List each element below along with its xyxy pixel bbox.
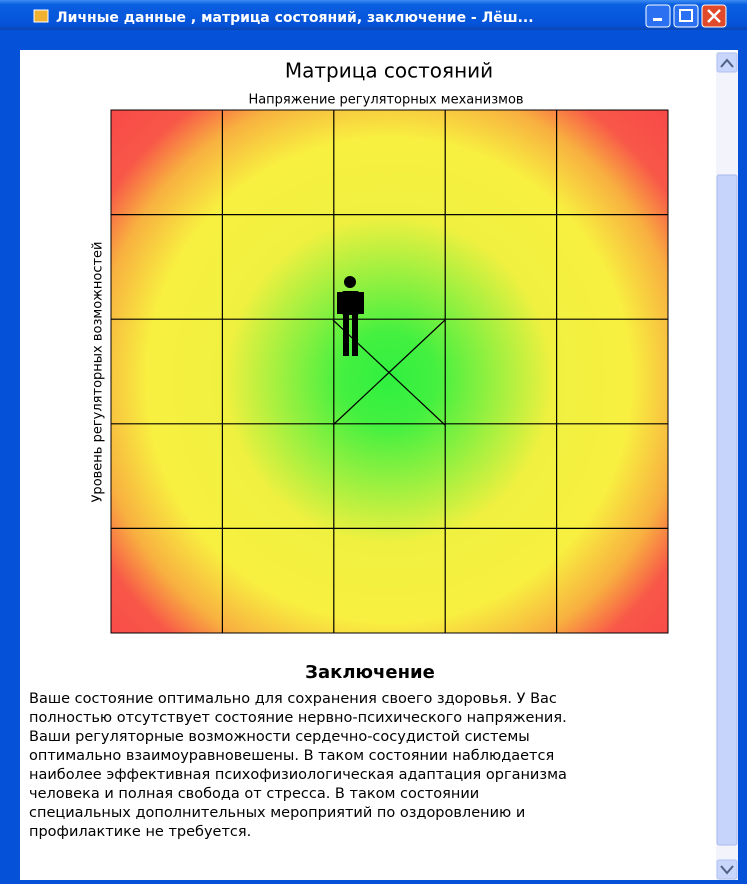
person-icon <box>337 276 364 356</box>
window-title: Личные данные , матрица состояний, заклю… <box>56 10 534 26</box>
scroll-thumb[interactable] <box>716 174 738 846</box>
x-axis-label: Напряжение регуляторных механизмов <box>248 93 523 108</box>
conclusion-line: Ваше состояние оптимально для сохранения… <box>29 691 557 707</box>
conclusion-line: полностью отсутствует состояние нервно-п… <box>29 710 567 726</box>
conclusion-line: профилактике не требуется. <box>29 824 251 840</box>
conclusion-line: наиболее эффективная психофизиологическа… <box>29 767 567 783</box>
scroll-up-icon <box>720 58 734 68</box>
conclusion-text: Ваше состояние оптимально для сохранения… <box>29 691 567 840</box>
maximize-button[interactable] <box>673 4 699 28</box>
scroll-up[interactable] <box>716 52 738 73</box>
maximize-icon <box>679 9 693 22</box>
y-axis-label: Уровень регуляторных возможностей <box>91 242 106 503</box>
conclusion-line: специальных дополнительных мероприятий п… <box>29 805 525 821</box>
minimize-icon <box>653 18 662 21</box>
conclusion-line: оптимально взаимоуравновешены. В таком с… <box>29 748 554 764</box>
cell-cross <box>332 319 446 426</box>
title-bar <box>0 0 747 30</box>
conclusion-line: Ваши регуляторные возможности сердечно-с… <box>29 729 530 745</box>
matrix-title: Матрица состояний <box>285 59 493 83</box>
app-icon <box>33 9 49 23</box>
conclusion-line: человека и полная свобода от стресса. В … <box>29 786 479 802</box>
minimize-button[interactable] <box>645 4 671 28</box>
close-icon <box>707 9 721 23</box>
scroll-down-icon <box>720 865 734 875</box>
conclusion-heading: Заключение <box>305 662 435 683</box>
matrix-grid <box>111 110 668 633</box>
scroll-down[interactable] <box>716 859 738 880</box>
